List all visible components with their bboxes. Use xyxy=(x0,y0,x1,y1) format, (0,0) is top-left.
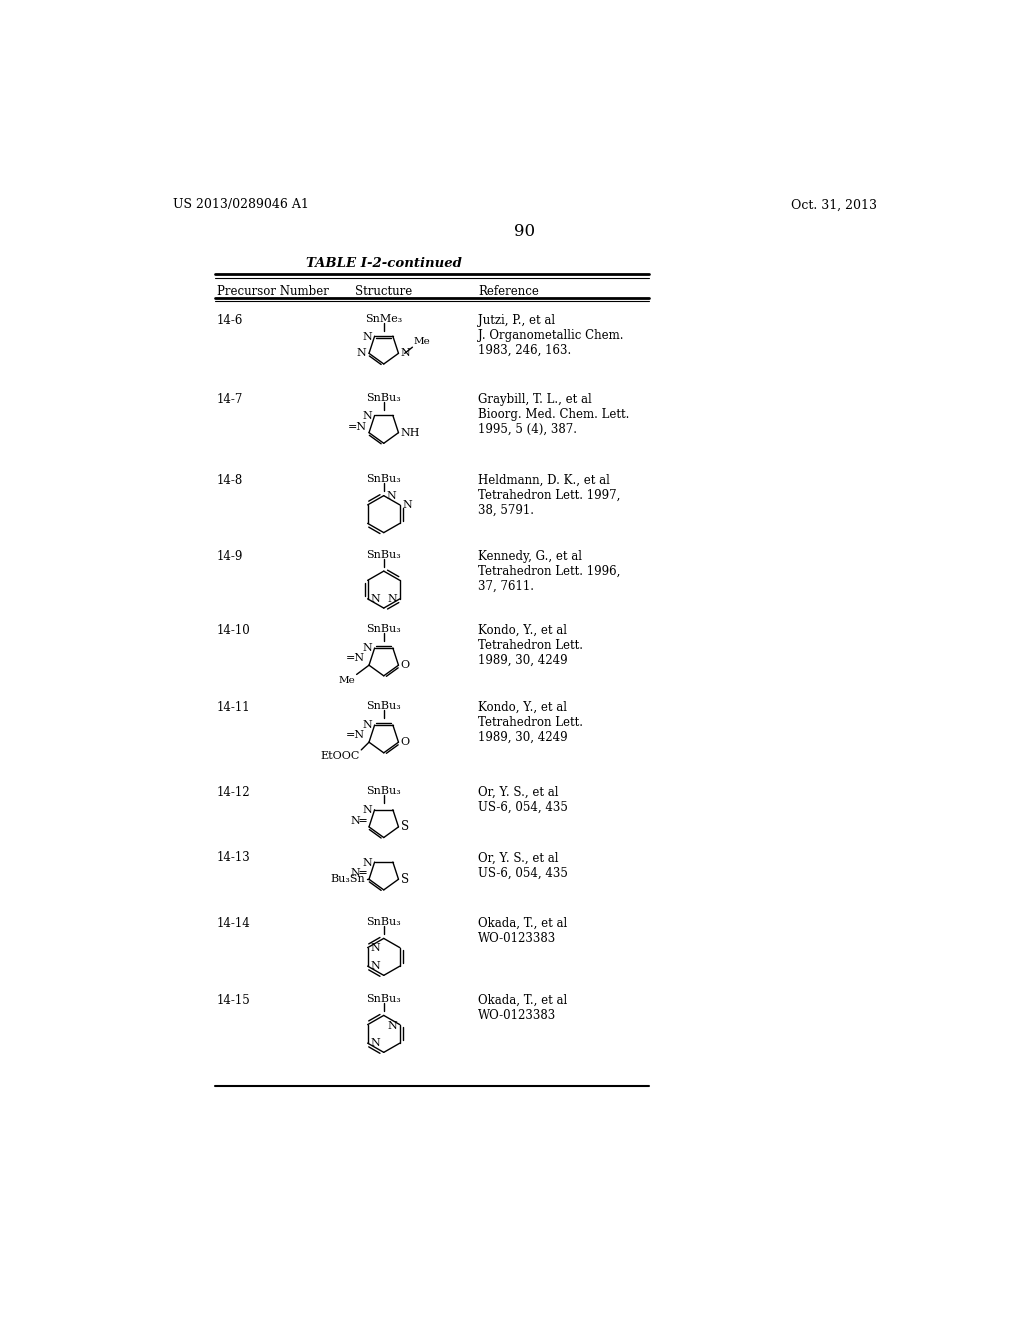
Text: 14-14: 14-14 xyxy=(217,917,251,929)
Text: SnBu₃: SnBu₃ xyxy=(367,701,401,711)
Text: N: N xyxy=(387,594,396,603)
Text: Kennedy, G., et al
Tetrahedron Lett. 1996,
37, 7611.: Kennedy, G., et al Tetrahedron Lett. 199… xyxy=(478,549,621,593)
Text: N: N xyxy=(387,1022,396,1031)
Text: Precursor Number: Precursor Number xyxy=(217,285,329,298)
Text: =N: =N xyxy=(348,421,367,432)
Text: N: N xyxy=(371,942,381,953)
Text: N: N xyxy=(371,1038,381,1048)
Text: N: N xyxy=(357,348,367,358)
Text: TABLE I-2-continued: TABLE I-2-continued xyxy=(306,257,462,271)
Text: Me: Me xyxy=(414,338,430,346)
Text: N: N xyxy=(362,719,373,730)
Text: Graybill, T. L., et al
Bioorg. Med. Chem. Lett.
1995, 5 (4), 387.: Graybill, T. L., et al Bioorg. Med. Chem… xyxy=(478,393,630,436)
Text: 14-13: 14-13 xyxy=(217,851,251,865)
Text: Okada, T., et al
WO-0123383: Okada, T., et al WO-0123383 xyxy=(478,994,567,1022)
Text: SnBu₃: SnBu₃ xyxy=(367,994,401,1003)
Text: Heldmann, D. K., et al
Tetrahedron Lett. 1997,
38, 5791.: Heldmann, D. K., et al Tetrahedron Lett.… xyxy=(478,474,621,517)
Text: N: N xyxy=(371,961,381,972)
Text: SnBu₃: SnBu₃ xyxy=(367,549,401,560)
Text: N═: N═ xyxy=(350,816,367,826)
Text: =N: =N xyxy=(346,653,366,664)
Text: Me: Me xyxy=(338,676,355,685)
Text: Or, Y. S., et al
US-6, 054, 435: Or, Y. S., et al US-6, 054, 435 xyxy=(478,851,568,879)
Text: 14-15: 14-15 xyxy=(217,994,251,1007)
Text: N: N xyxy=(371,594,381,603)
Text: 14-10: 14-10 xyxy=(217,624,251,638)
Text: 14-8: 14-8 xyxy=(217,474,244,487)
Text: Kondo, Y., et al
Tetrahedron Lett.
1989, 30, 4249: Kondo, Y., et al Tetrahedron Lett. 1989,… xyxy=(478,701,584,744)
Text: N: N xyxy=(362,643,373,653)
Text: SnMe₃: SnMe₃ xyxy=(366,314,402,323)
Text: S: S xyxy=(400,873,409,886)
Text: N: N xyxy=(400,348,410,358)
Text: N═: N═ xyxy=(350,869,367,878)
Text: O: O xyxy=(400,660,410,671)
Text: SnBu₃: SnBu₃ xyxy=(367,393,401,403)
Text: N: N xyxy=(403,500,413,510)
Text: Bu₃Sn: Bu₃Sn xyxy=(331,874,366,884)
Text: N: N xyxy=(362,858,373,867)
Text: Or, Y. S., et al
US-6, 054, 435: Or, Y. S., et al US-6, 054, 435 xyxy=(478,785,568,814)
Text: Okada, T., et al
WO-0123383: Okada, T., et al WO-0123383 xyxy=(478,917,567,945)
Text: EtOOC: EtOOC xyxy=(321,751,359,760)
Text: Kondo, Y., et al
Tetrahedron Lett.
1989, 30, 4249: Kondo, Y., et al Tetrahedron Lett. 1989,… xyxy=(478,624,584,667)
Text: 14-11: 14-11 xyxy=(217,701,251,714)
Text: 14-9: 14-9 xyxy=(217,549,244,562)
Text: 14-6: 14-6 xyxy=(217,314,244,327)
Text: N: N xyxy=(362,805,373,816)
Text: N: N xyxy=(387,491,396,500)
Text: 14-12: 14-12 xyxy=(217,785,251,799)
Text: 90: 90 xyxy=(514,223,536,240)
Text: SnBu₃: SnBu₃ xyxy=(367,917,401,927)
Text: SnBu₃: SnBu₃ xyxy=(367,624,401,634)
Text: Oct. 31, 2013: Oct. 31, 2013 xyxy=(791,198,877,211)
Text: N: N xyxy=(362,331,373,342)
Text: Jutzi, P., et al
J. Organometallic Chem.
1983, 246, 163.: Jutzi, P., et al J. Organometallic Chem.… xyxy=(478,314,624,356)
Text: NH: NH xyxy=(400,428,420,438)
Text: 14-7: 14-7 xyxy=(217,393,244,407)
Text: N: N xyxy=(362,412,373,421)
Text: S: S xyxy=(400,821,409,833)
Text: Reference: Reference xyxy=(478,285,540,298)
Text: O: O xyxy=(400,737,410,747)
Text: SnBu₃: SnBu₃ xyxy=(367,785,401,796)
Text: Structure: Structure xyxy=(355,285,413,298)
Text: =N: =N xyxy=(346,730,366,741)
Text: SnBu₃: SnBu₃ xyxy=(367,474,401,484)
Text: US 2013/0289046 A1: US 2013/0289046 A1 xyxy=(173,198,309,211)
